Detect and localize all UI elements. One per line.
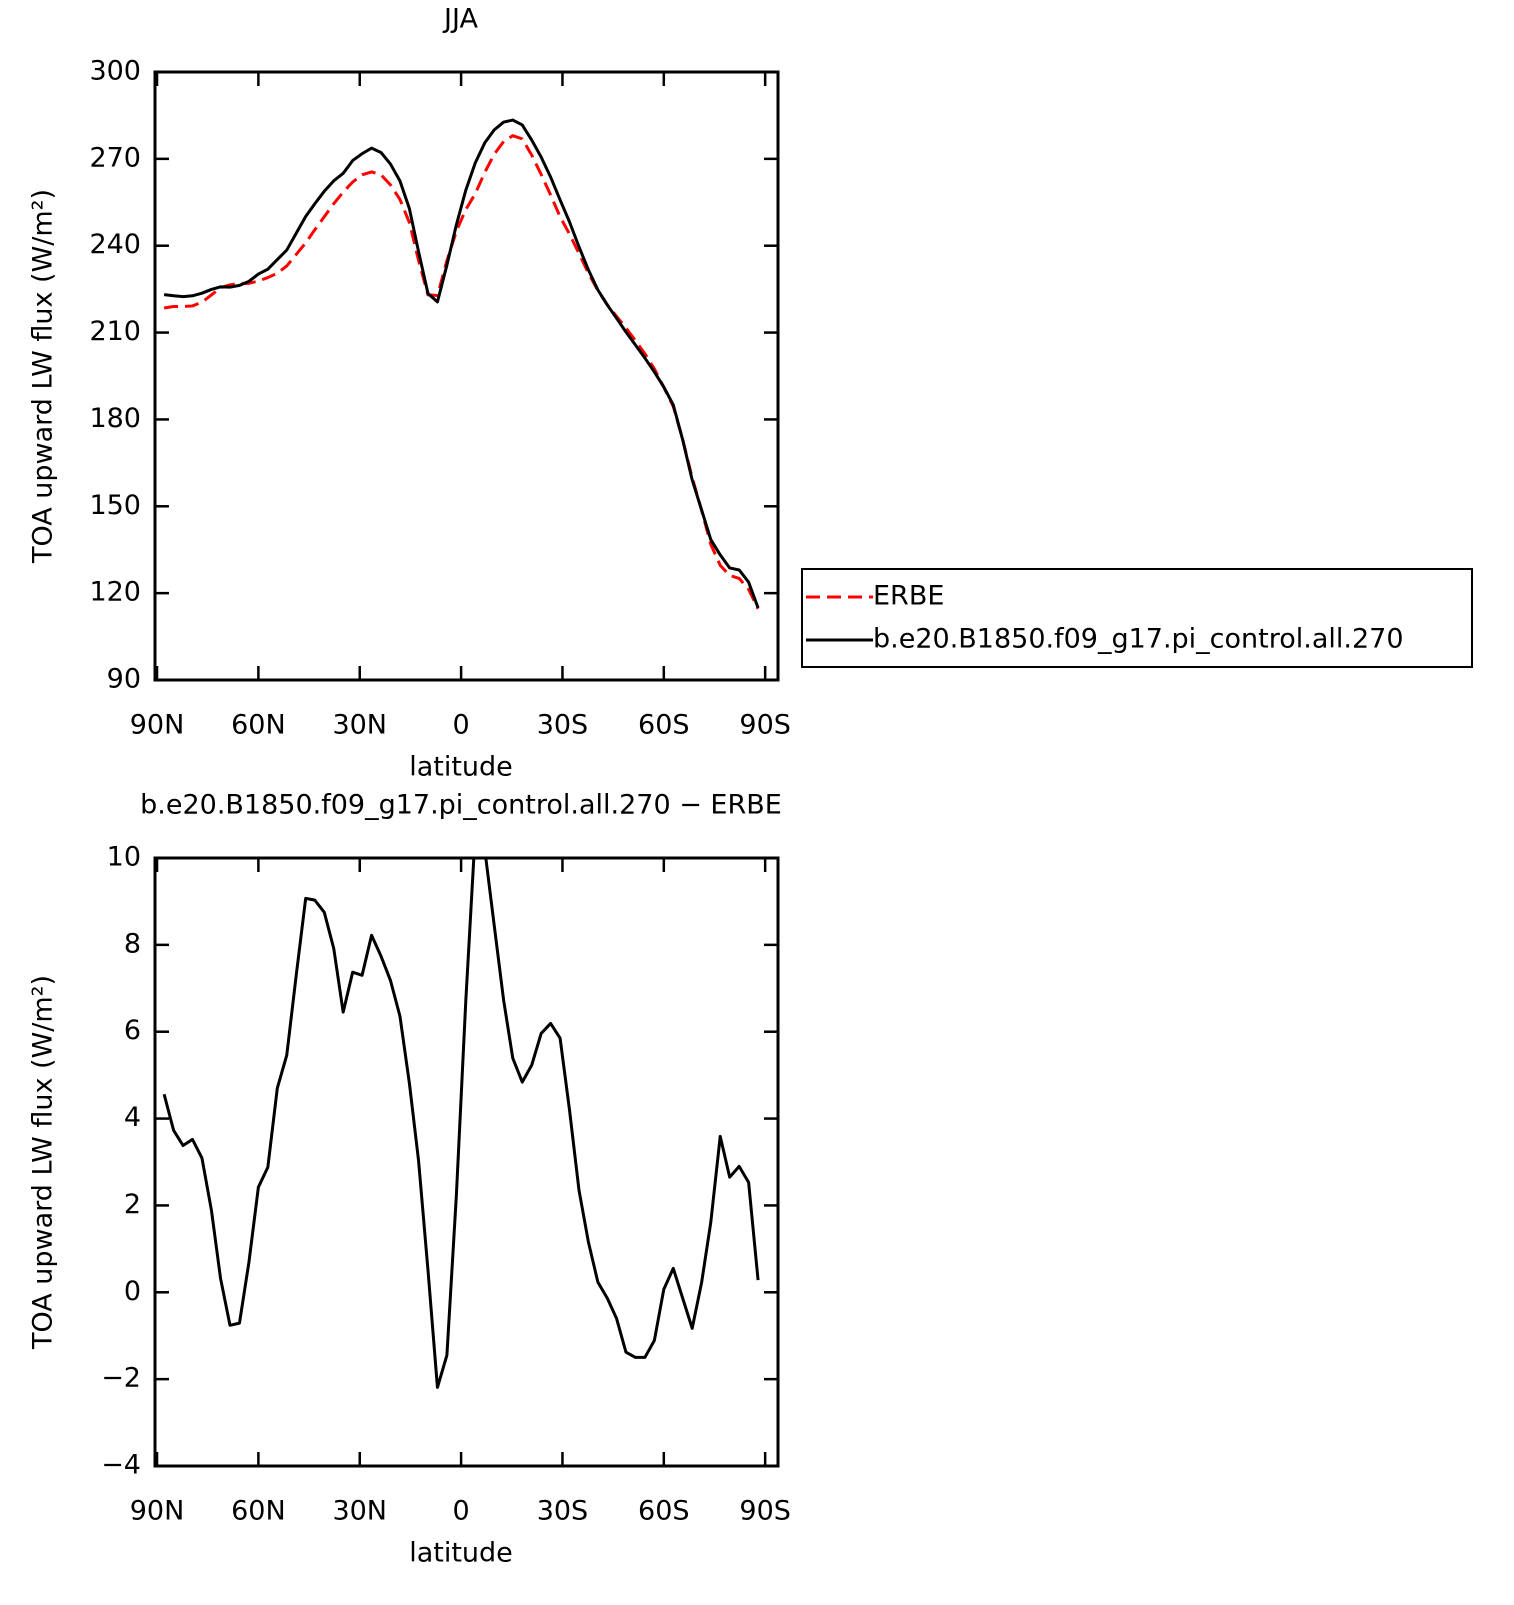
y-tick-label: −4	[101, 1450, 141, 1481]
x-tick-label: 90N	[130, 710, 185, 741]
y-tick-label: −2	[101, 1363, 141, 1394]
x-axis-label: latitude	[409, 1538, 513, 1569]
x-tick-label: 60N	[231, 1496, 286, 1527]
x-tick-label: 60S	[638, 1496, 690, 1527]
y-axis-label: TOA upward LW flux (W/m²)	[28, 189, 59, 564]
x-tick-label: 30N	[332, 1496, 387, 1527]
x-tick-label: 30S	[537, 710, 589, 741]
x-tick-label: 60S	[638, 710, 690, 741]
plot-frame	[153, 70, 780, 682]
x-tick-label: 60N	[231, 710, 286, 741]
x-axis-label: latitude	[409, 752, 513, 783]
y-tick-label: 300	[89, 56, 141, 87]
x-tick-label: 30N	[332, 710, 387, 741]
y-tick-label: 210	[89, 316, 141, 347]
chart-title: b.e20.B1850.f09_g17.pi_control.all.270 −…	[140, 790, 782, 821]
y-tick-label: 90	[107, 664, 141, 695]
y-tick-label: 10	[107, 842, 141, 873]
y-tick-label: 270	[89, 142, 141, 173]
y-tick-label: 8	[124, 928, 141, 959]
legend-box	[801, 568, 1473, 668]
data-line	[162, 858, 760, 1389]
y-tick-label: 6	[124, 1015, 141, 1046]
data-line	[163, 118, 760, 609]
y-tick-label: 4	[124, 1102, 141, 1133]
y-tick-label: 2	[124, 1189, 141, 1220]
x-tick-label: 0	[453, 710, 470, 741]
legend-label: b.e20.B1850.f09_g17.pi_control.all.270	[873, 624, 1404, 655]
y-tick-label: 120	[89, 577, 141, 608]
chart-title: JJA	[442, 4, 478, 35]
x-tick-label: 30S	[537, 1496, 589, 1527]
x-tick-label: 90S	[739, 1496, 791, 1527]
x-tick-label: 90N	[130, 1496, 185, 1527]
y-tick-label: 150	[89, 490, 141, 521]
x-tick-label: 90S	[739, 710, 791, 741]
plot-frame	[153, 856, 780, 1468]
x-tick-label: 0	[453, 1496, 470, 1527]
y-tick-label: 240	[89, 229, 141, 260]
y-tick-label: 0	[124, 1276, 141, 1307]
y-tick-label: 180	[89, 403, 141, 434]
y-axis-label: TOA upward LW flux (W/m²)	[28, 975, 59, 1350]
data-line	[163, 134, 760, 610]
legend-label: ERBE	[873, 581, 944, 612]
